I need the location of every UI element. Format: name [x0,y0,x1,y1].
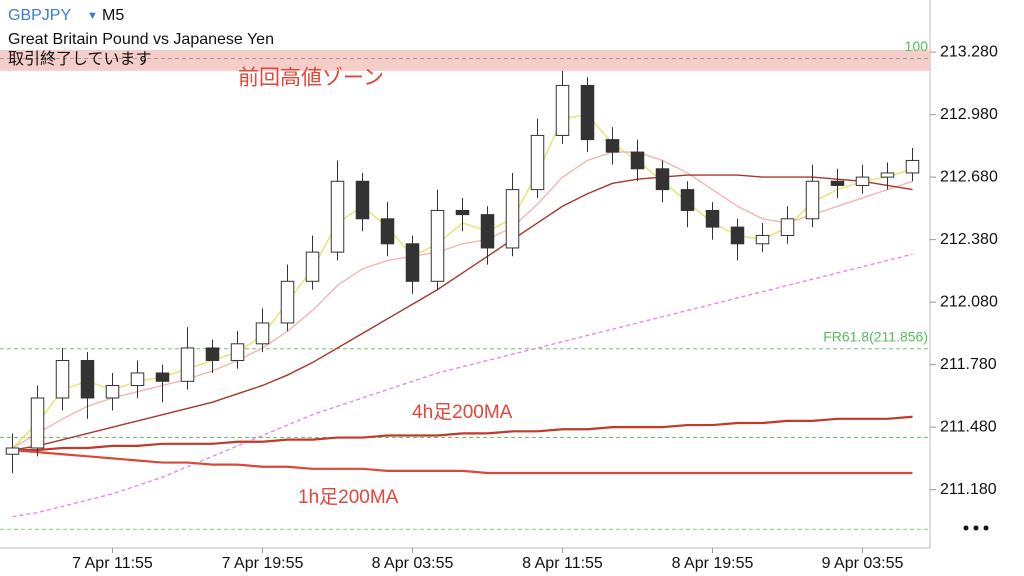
x-tick-label: 8 Apr 19:55 [672,555,754,572]
candle-body [605,139,620,153]
timeframe[interactable]: M5 [102,7,124,24]
y-tick-label: 211.180 [940,481,997,498]
candle-body [130,372,145,386]
y-tick-label: 212.980 [940,106,998,123]
ma-line [12,253,913,518]
symbol-dropdown-icon[interactable]: ▼ [87,10,98,22]
candle-body [455,209,470,216]
candle-body [155,372,170,382]
candle-body [505,189,520,249]
candle-body [730,226,745,245]
description: Great Britain Pound vs Japanese Yen [8,31,274,48]
ma-annotation: 1h足200MA [298,487,399,508]
ma-line [12,113,913,449]
candle-body [255,322,270,345]
candle-body [230,343,245,361]
x-tick-label: 8 Apr 11:55 [522,555,603,572]
y-tick-label: 211.480 [940,418,997,435]
candle-body [705,209,720,228]
candle-body [430,209,445,282]
ma-line [12,415,913,452]
y-tick-label: 213.280 [940,43,998,60]
candle-body [55,359,70,399]
candle-body [280,280,295,324]
candle-body [380,218,395,245]
candle-body [80,359,95,399]
x-tick-label: 9 Apr 03:55 [822,555,904,572]
y-tick-label: 212.080 [940,293,998,310]
candle-body [755,234,770,245]
y-tick-label: 212.380 [940,231,998,248]
level-label: 100 [905,38,929,54]
candle-body [530,134,545,191]
candle-body [480,214,495,249]
candle-body [780,218,795,236]
y-tick-label: 211.780 [940,356,997,373]
candle-body [905,159,920,174]
candle-body [880,172,895,178]
candle-body [580,84,595,141]
ma-annotation: 4h足200MA [412,402,513,423]
more-menu[interactable] [963,525,989,531]
candle-body [5,447,20,455]
candle-body [180,347,195,382]
candle-body [30,397,45,449]
plot-area [0,50,930,530]
ma-line [12,174,913,451]
zone-label: 前回高値ゾーン [238,67,384,90]
candle-body [855,176,870,186]
candle-body [405,243,420,282]
candle-body [205,347,220,361]
high-zone [0,50,930,71]
candle-body [630,151,645,170]
candle-body [655,168,670,191]
x-tick-label: 7 Apr 19:55 [222,555,304,572]
candle-body [830,180,845,186]
candle-body [105,384,120,399]
x-tick-label: 7 Apr 11:55 [72,555,153,572]
ma-line [12,448,913,475]
candle-body [680,189,695,211]
x-tick-label: 8 Apr 03:55 [372,555,454,572]
level-label: FR61.8(211.856) [823,329,928,345]
candle-body [305,251,320,282]
market-status: 取引終了しています [8,50,152,68]
symbol[interactable]: GBPJPY [8,7,71,24]
candle-body [355,180,370,220]
candle-body [555,84,570,136]
candle-body [330,180,345,253]
candle-body [805,180,820,220]
y-tick-label: 212.680 [940,168,998,185]
